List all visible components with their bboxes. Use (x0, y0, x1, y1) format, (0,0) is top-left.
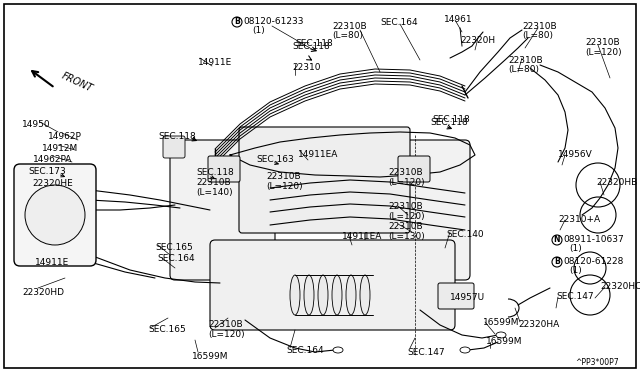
Ellipse shape (290, 275, 300, 315)
Text: SEC.163: SEC.163 (256, 155, 294, 164)
FancyBboxPatch shape (208, 156, 240, 182)
Text: SEC.140: SEC.140 (446, 230, 484, 239)
Text: (L=80): (L=80) (508, 65, 539, 74)
Text: 22310B: 22310B (332, 22, 367, 31)
Text: 14911E: 14911E (198, 58, 232, 67)
FancyBboxPatch shape (438, 283, 474, 309)
Text: SEC.118: SEC.118 (432, 115, 470, 125)
Text: 22310+A: 22310+A (558, 215, 600, 224)
Text: SEC.165: SEC.165 (148, 325, 186, 334)
Text: 22320HD: 22320HD (22, 288, 64, 297)
Text: 08911-10637: 08911-10637 (563, 235, 624, 244)
FancyBboxPatch shape (365, 140, 470, 280)
Text: 14962P: 14962P (48, 132, 82, 141)
Text: SEC.165: SEC.165 (155, 243, 193, 252)
Text: 14956V: 14956V (558, 150, 593, 159)
Text: 16599M: 16599M (483, 318, 520, 327)
Ellipse shape (360, 275, 370, 315)
Text: 22320HC: 22320HC (600, 282, 640, 291)
Text: 22310B: 22310B (266, 172, 301, 181)
Ellipse shape (333, 347, 343, 353)
Text: B: B (234, 17, 240, 26)
Text: (L=120): (L=120) (388, 178, 424, 187)
Ellipse shape (332, 275, 342, 315)
Text: N: N (554, 235, 560, 244)
Ellipse shape (460, 347, 470, 353)
Ellipse shape (346, 275, 356, 315)
FancyBboxPatch shape (210, 240, 455, 330)
Text: 16599M: 16599M (192, 352, 228, 361)
Text: 22310B: 22310B (208, 320, 243, 329)
FancyBboxPatch shape (398, 156, 430, 182)
Text: 14957U: 14957U (450, 293, 485, 302)
Text: 22310B: 22310B (585, 38, 620, 47)
Circle shape (552, 257, 562, 267)
Text: SEC.118: SEC.118 (430, 118, 468, 127)
Text: SEC.147: SEC.147 (407, 348, 445, 357)
Circle shape (25, 185, 85, 245)
Text: 22320HE: 22320HE (32, 179, 73, 188)
Text: 22310B: 22310B (388, 222, 422, 231)
Text: (L=140): (L=140) (196, 188, 232, 197)
Text: (L=130): (L=130) (388, 232, 425, 241)
Text: SEC.147: SEC.147 (556, 292, 594, 301)
Circle shape (552, 235, 562, 245)
Text: 14911E: 14911E (35, 258, 69, 267)
FancyBboxPatch shape (170, 140, 275, 280)
Text: 22310B: 22310B (196, 178, 230, 187)
Text: 14950: 14950 (22, 120, 51, 129)
Text: (L=80): (L=80) (332, 31, 363, 40)
Text: ^PP3*00P7: ^PP3*00P7 (575, 358, 619, 367)
FancyBboxPatch shape (14, 164, 96, 266)
Text: FRONT: FRONT (60, 71, 94, 94)
Text: B: B (554, 257, 560, 266)
Text: SEC.118: SEC.118 (295, 38, 333, 48)
Text: (1): (1) (569, 266, 582, 275)
Text: SEC.118: SEC.118 (196, 168, 234, 177)
Text: 22310B: 22310B (522, 22, 557, 31)
Text: (L=120): (L=120) (585, 48, 621, 57)
Text: (L=80): (L=80) (522, 31, 553, 40)
Text: 14912M: 14912M (42, 144, 78, 153)
Text: (L=120): (L=120) (266, 182, 303, 191)
Text: 22310B: 22310B (388, 202, 422, 211)
Text: 08120-61233: 08120-61233 (243, 17, 303, 26)
Text: (L=120): (L=120) (388, 212, 424, 221)
Text: 14961: 14961 (444, 15, 472, 24)
Text: SEC.164: SEC.164 (380, 18, 418, 27)
Text: (L=120): (L=120) (208, 330, 244, 339)
Text: 22310: 22310 (292, 63, 321, 72)
Text: (1): (1) (252, 26, 265, 35)
Text: 22310B: 22310B (388, 168, 422, 177)
Ellipse shape (304, 275, 314, 315)
Text: 22320H: 22320H (460, 36, 495, 45)
Circle shape (232, 17, 242, 27)
Text: SEC.173: SEC.173 (28, 167, 66, 176)
Text: SEC.118: SEC.118 (292, 42, 330, 51)
Text: 08120-61228: 08120-61228 (563, 257, 623, 266)
Text: 16599M: 16599M (486, 337, 522, 346)
Text: SEC.164: SEC.164 (157, 254, 195, 263)
Ellipse shape (318, 275, 328, 315)
Text: 14911EA: 14911EA (298, 150, 339, 159)
Text: (1): (1) (569, 244, 582, 253)
Text: SEC.118: SEC.118 (158, 132, 196, 141)
Text: 22310B: 22310B (508, 56, 543, 65)
Ellipse shape (496, 332, 506, 338)
FancyBboxPatch shape (163, 136, 185, 158)
Text: 22320HB: 22320HB (596, 178, 637, 187)
Text: 14911EA: 14911EA (342, 232, 382, 241)
Text: 22320HA: 22320HA (518, 320, 559, 329)
FancyBboxPatch shape (239, 127, 410, 233)
Text: SEC.164: SEC.164 (286, 346, 324, 355)
Text: 14962PA: 14962PA (33, 155, 72, 164)
